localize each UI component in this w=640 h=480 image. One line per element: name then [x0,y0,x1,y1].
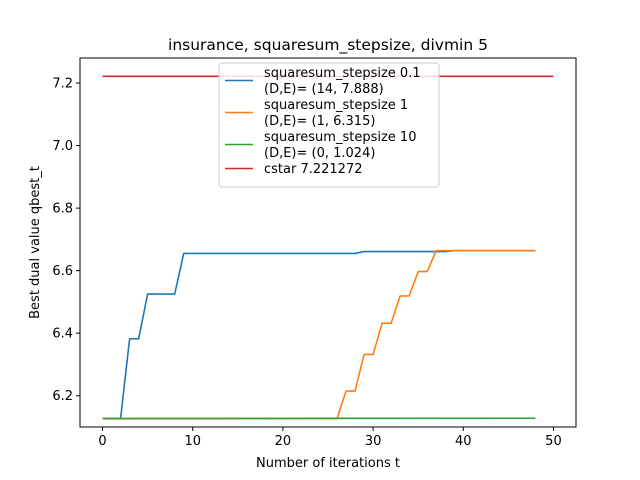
legend-box [218,62,440,188]
x-tick-label: 10 [184,434,201,449]
y-tick-label: 6.6 [52,264,73,279]
x-axis: 0 10 20 30 40 50 [98,427,562,449]
y-tick-label: 6.2 [52,389,73,404]
x-axis-label: Number of iterations t [256,456,400,471]
y-tick-label: 6.8 [52,202,73,217]
legend-label-4: cstar 7.221272 [264,162,363,177]
y-tick-label: 7.2 [52,77,73,92]
y-tick-label: 6.4 [52,327,73,342]
x-tick-label: 50 [545,434,562,449]
y-tick-label: 7.0 [52,139,73,154]
y-axis-label: Best dual value qbest_t [28,166,43,319]
x-tick-label: 20 [275,434,292,449]
y-axis: 6.2 6.4 6.6 6.8 7.0 7.2 [52,77,80,404]
legend-label-2: squaresum_stepsize 1 (D,E)= (1, 6.315) [264,98,408,129]
chart-title: insurance, squaresum_stepsize, divmin 5 [168,36,488,55]
legend: squaresum_stepsize 0.1 (D,E)= (14, 7.888)… [218,62,440,188]
x-tick-label: 40 [455,434,472,449]
x-tick-label: 30 [365,434,382,449]
x-tick-label: 0 [98,434,106,449]
legend-label-3: squaresum_stepsize 10 (D,E)= (0, 1.024) [264,130,416,161]
legend-label-1: squaresum_stepsize 0.1 (D,E)= (14, 7.888) [264,66,421,97]
axes-frame [79,57,577,428]
